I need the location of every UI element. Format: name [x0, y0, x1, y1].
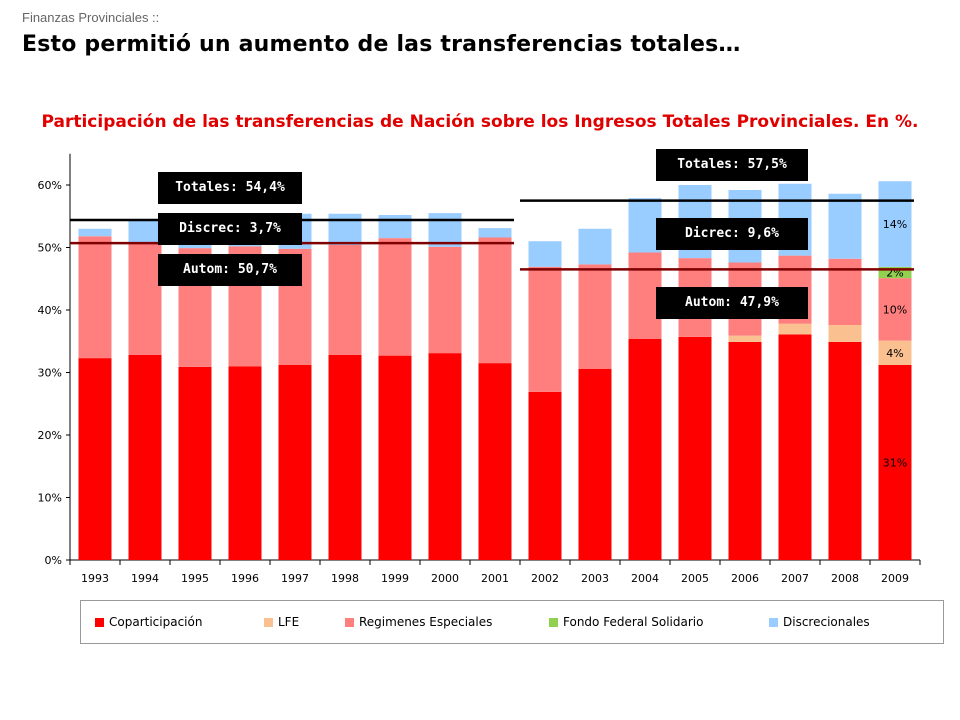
x-tick-label: 2002 — [531, 572, 559, 585]
bar-lfe-2006 — [728, 335, 762, 342]
annotation-autom-1: Autom: 50,7% — [158, 254, 302, 286]
page-title: Esto permitió un aumento de las transfer… — [22, 32, 741, 57]
legend-label: Coparticipación — [109, 615, 203, 629]
data-label-2009: 31% — [883, 457, 907, 470]
y-tick-label: 50% — [38, 242, 62, 255]
chart-title: Participación de las transferencias de N… — [41, 112, 919, 132]
data-label-2009: 4% — [886, 347, 903, 360]
legend-item-discrecionales: Discrecionales — [769, 615, 870, 629]
bar-regimenes-especiales-1993 — [78, 236, 112, 359]
bar-lfe-2009 — [878, 340, 912, 365]
bar-regimenes-especiales-2001 — [478, 237, 512, 364]
y-tick-label: 20% — [38, 429, 62, 442]
data-label-2009: 14% — [883, 218, 907, 231]
bar-regimenes-especiales-2009 — [878, 278, 912, 341]
x-tick-label: 1994 — [131, 572, 159, 585]
y-tick-label: 10% — [38, 492, 62, 505]
legend-item-coparticipacion: Coparticipación — [95, 615, 202, 629]
legend-item-regimenes: Regimenes Especiales — [345, 615, 492, 629]
stacked-bar-chart: 0% 10% 20% 30% 40% 50% 60% 1993 1994 1995 1996 1997… — [38, 153, 921, 585]
annotation-autom-2: Autom: 47,9% — [656, 287, 808, 319]
y-tick-label: 0% — [45, 554, 62, 567]
annotation-totales-1: Totales: 54,4% — [158, 172, 302, 204]
y-tick-label: 30% — [38, 367, 62, 380]
legend-swatch — [264, 617, 273, 627]
x-tick-label: 2005 — [681, 572, 709, 585]
bar-discrecionales-1993 — [78, 228, 112, 237]
bar-regimenes-especiales-1994 — [128, 243, 162, 355]
legend-swatch — [345, 617, 354, 627]
legend-swatch — [95, 617, 104, 627]
legend-item-lfe: LFE — [264, 615, 299, 629]
x-tick-label: 2000 — [431, 572, 459, 585]
x-tick-label: 1995 — [181, 572, 209, 585]
y-tick-label: 60% — [38, 179, 62, 192]
bar-coparticipaci-n-2006 — [728, 341, 762, 560]
bar-coparticipaci-n-1998 — [328, 355, 362, 560]
bar-discrecionales-2002 — [528, 241, 562, 267]
x-tick-label: 1993 — [81, 572, 109, 585]
x-tick-label: 2001 — [481, 572, 509, 585]
annotation-discrec-1: Discrec: 3,7% — [158, 213, 302, 245]
legend-swatch — [549, 617, 558, 627]
legend-label: Fondo Federal Solidario — [563, 615, 704, 629]
bar-discrecionales-2000 — [428, 213, 462, 247]
bar-discrecionales-1998 — [328, 213, 362, 245]
bar-discrecionales-1994 — [128, 219, 162, 244]
legend-label: Regimenes Especiales — [359, 615, 493, 629]
annotation-dicrec-2: Dicrec: 9,6% — [656, 218, 808, 250]
bar-discrecionales-2008 — [828, 193, 862, 259]
bar-coparticipaci-n-1993 — [78, 358, 112, 560]
bar-coparticipaci-n-1996 — [228, 366, 262, 560]
bar-lfe-2007 — [778, 323, 812, 335]
bar-coparticipaci-n-2001 — [478, 363, 512, 560]
legend-label: LFE — [278, 615, 300, 629]
legend: Coparticipación LFE Regimenes Especiales… — [80, 600, 944, 644]
bar-regimenes-especiales-1999 — [378, 238, 412, 356]
x-tick-label: 1999 — [381, 572, 409, 585]
bar-coparticipaci-n-2002 — [528, 391, 562, 560]
bar-discrecionales-2001 — [478, 228, 512, 238]
x-tick-label: 2003 — [581, 572, 609, 585]
legend-label: Discrecionales — [783, 615, 870, 629]
bar-coparticipaci-n-1999 — [378, 355, 412, 560]
section-label: Finanzas Provinciales :: — [22, 10, 160, 25]
x-tick-label: 1998 — [331, 572, 359, 585]
y-tick-label: 40% — [38, 304, 62, 317]
bar-regimenes-especiales-1998 — [328, 245, 362, 355]
bar-coparticipaci-n-2004 — [628, 338, 662, 560]
bar-discrecionales-2009 — [878, 181, 912, 267]
bar-coparticipaci-n-2009 — [878, 365, 912, 560]
bar-discrecionales-2003 — [578, 228, 612, 265]
bar-coparticipaci-n-2000 — [428, 353, 462, 560]
bar-fondo-federal-solidario-2009 — [878, 266, 912, 279]
x-tick-label: 2009 — [881, 572, 909, 585]
annotation-totales-2: Totales: 57,5% — [656, 149, 808, 181]
bar-discrecionales-1999 — [378, 215, 412, 239]
bar-coparticipaci-n-1995 — [178, 366, 212, 560]
bar-coparticipaci-n-1997 — [278, 365, 312, 560]
x-tick-label: 1996 — [231, 572, 259, 585]
x-tick-label: 1997 — [281, 572, 309, 585]
x-tick-label: 2008 — [831, 572, 859, 585]
legend-item-fondo-federal: Fondo Federal Solidario — [549, 615, 703, 629]
bar-lfe-2008 — [828, 325, 862, 342]
x-tick-label: 2007 — [781, 572, 809, 585]
bar-coparticipaci-n-2005 — [678, 336, 712, 560]
legend-swatch — [769, 617, 778, 627]
bar-regimenes-especiales-2003 — [578, 264, 612, 369]
data-label-2009: 10% — [883, 303, 907, 316]
bar-coparticipaci-n-2003 — [578, 368, 612, 560]
x-tick-label: 2006 — [731, 572, 759, 585]
bar-coparticipaci-n-2008 — [828, 341, 862, 560]
x-tick-label: 2004 — [631, 572, 659, 585]
bar-coparticipaci-n-2007 — [778, 334, 812, 560]
bar-coparticipaci-n-1994 — [128, 355, 162, 560]
bar-regimenes-especiales-2000 — [428, 246, 462, 354]
bar-regimenes-especiales-2002 — [528, 266, 562, 392]
